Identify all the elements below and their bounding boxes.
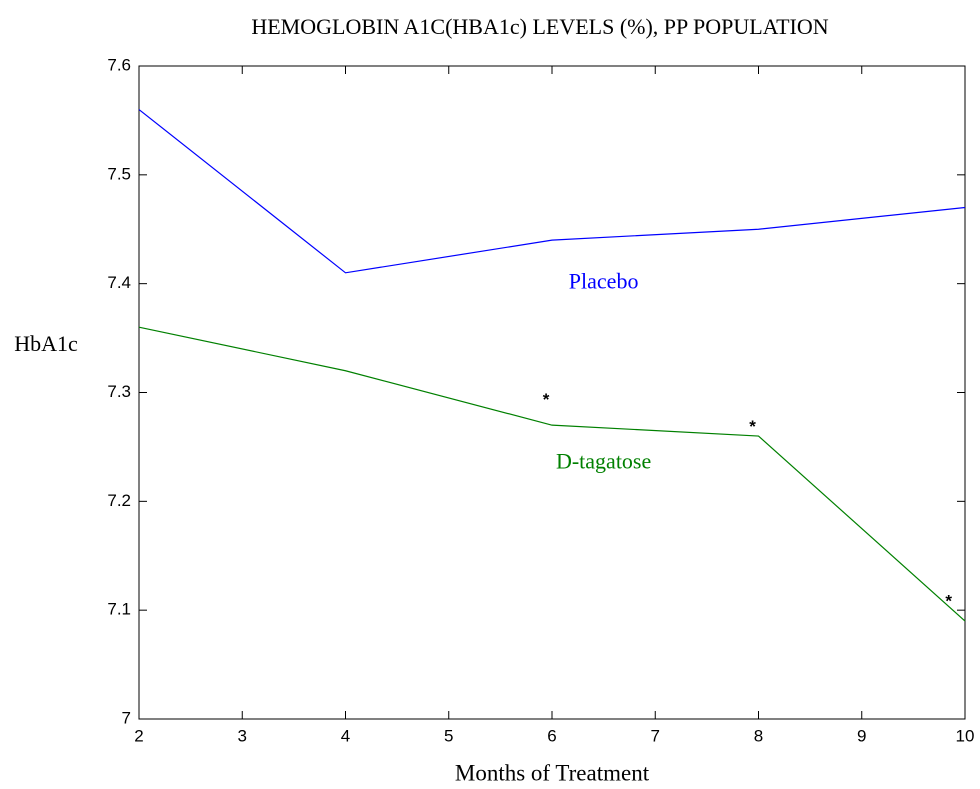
x-tick-label: 8 (754, 726, 763, 745)
annotation: * (945, 591, 952, 610)
y-tick-label: 7.5 (107, 164, 131, 183)
x-tick-label: 6 (547, 726, 556, 745)
annotation: * (543, 390, 550, 409)
series-label: D-tagatose (556, 448, 651, 473)
x-tick-label: 2 (134, 726, 143, 745)
series-label: Placebo (569, 269, 639, 294)
series-line (138, 326, 966, 622)
y-tick-label: 7 (122, 708, 131, 727)
series-line (138, 109, 966, 274)
x-axis-label: Months of Treatment (455, 760, 650, 785)
plot-frame (138, 65, 966, 720)
x-tick-label: 9 (857, 726, 866, 745)
y-tick-label: 7.6 (107, 55, 131, 74)
x-tick-label: 7 (651, 726, 660, 745)
y-tick-label: 7.1 (107, 600, 131, 619)
y-tick-label: 7.4 (107, 273, 131, 292)
x-tick-label: 3 (238, 726, 247, 745)
y-axis-label: HbA1c (14, 331, 78, 356)
chart-title: HEMOGLOBIN A1C(HBA1c) LEVELS (%), PP POP… (251, 14, 828, 39)
y-tick-label: 7.3 (107, 382, 131, 401)
annotation: * (749, 417, 756, 436)
x-tick-label: 5 (444, 726, 453, 745)
x-tick-label: 4 (341, 726, 350, 745)
y-tick-label: 7.2 (107, 491, 131, 510)
x-tick-label: 10 (956, 726, 975, 745)
